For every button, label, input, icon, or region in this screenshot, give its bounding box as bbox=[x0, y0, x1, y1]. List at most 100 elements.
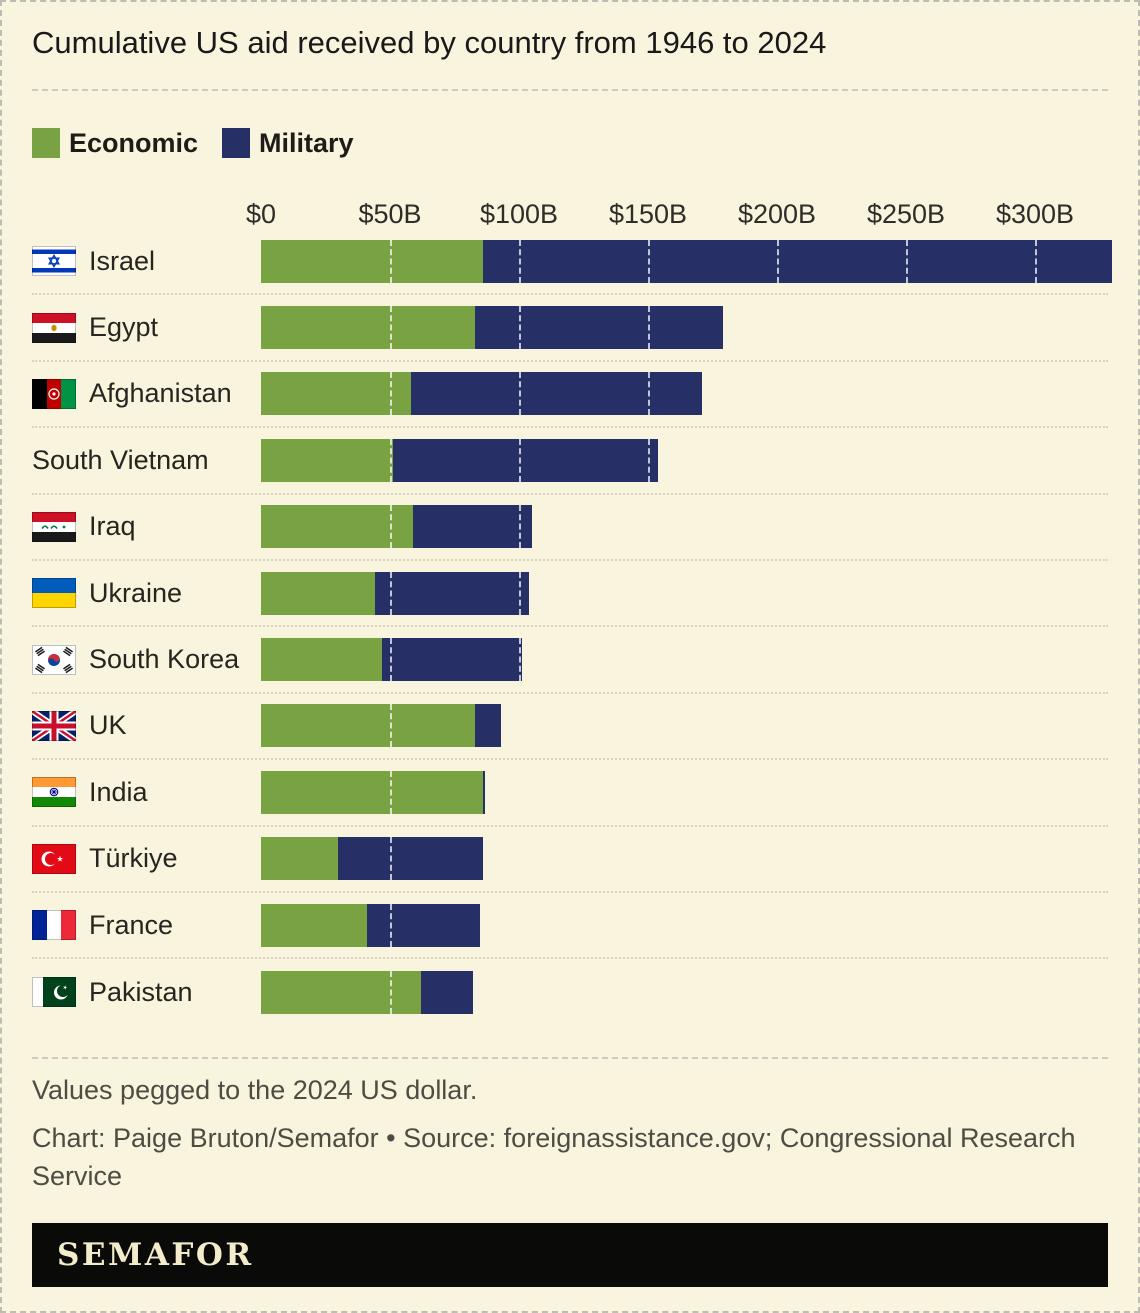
gridline bbox=[1035, 239, 1037, 283]
stacked-bar[interactable] bbox=[261, 372, 703, 416]
bar-segment-economic[interactable] bbox=[261, 306, 476, 350]
credit-line: Chart: Paige Bruton/Semafor • Source: fo… bbox=[32, 1122, 1076, 1191]
stacked-bar[interactable] bbox=[261, 837, 483, 881]
bar-track bbox=[261, 306, 1108, 350]
stacked-bar[interactable] bbox=[261, 704, 501, 748]
ukraine-flag-icon bbox=[32, 578, 76, 609]
bar-track bbox=[261, 704, 1108, 748]
gridline bbox=[519, 306, 521, 350]
gridline bbox=[906, 239, 908, 283]
turkiye-flag-icon bbox=[32, 843, 76, 874]
bar-segment-military[interactable] bbox=[366, 903, 481, 947]
gridline bbox=[390, 239, 392, 283]
uk-flag-icon bbox=[32, 710, 76, 741]
row-label-cell: UK bbox=[32, 710, 261, 741]
bar-track bbox=[261, 903, 1108, 947]
stacked-bar[interactable] bbox=[261, 505, 532, 549]
country-row: Israel bbox=[32, 229, 1113, 296]
row-label-cell: Türkiye bbox=[32, 843, 261, 874]
gridline bbox=[390, 770, 392, 814]
gridline bbox=[390, 372, 392, 416]
gridline bbox=[648, 306, 650, 350]
bar-segment-military[interactable] bbox=[475, 306, 723, 350]
bar-segment-economic[interactable] bbox=[261, 837, 339, 881]
bar-segment-military[interactable] bbox=[475, 704, 501, 748]
bar-segment-economic[interactable] bbox=[261, 571, 375, 615]
gridline bbox=[390, 571, 392, 615]
gridline bbox=[390, 638, 392, 682]
stacked-bar[interactable] bbox=[261, 903, 481, 947]
bar-track bbox=[261, 239, 1113, 283]
country-row: South Vietnam bbox=[32, 428, 1108, 495]
row-label-cell: France bbox=[32, 910, 261, 941]
semafor-logo-bar: SEMAFOR bbox=[32, 1222, 1108, 1287]
bar-segment-military[interactable] bbox=[410, 372, 703, 416]
india-flag-icon bbox=[32, 777, 76, 808]
bar-chart-rows: Israel Egypt Afghanistan South Vietnam Iraq U… bbox=[32, 229, 1113, 1026]
bar-segment-economic[interactable] bbox=[261, 372, 411, 416]
divider-bottom bbox=[32, 1056, 1108, 1059]
row-label-cell: South Vietnam bbox=[32, 445, 261, 476]
bar-track bbox=[261, 970, 1108, 1014]
country-name: France bbox=[89, 909, 174, 940]
legend-swatch-economic bbox=[32, 128, 60, 158]
bar-segment-economic[interactable] bbox=[261, 638, 383, 682]
stacked-bar[interactable] bbox=[261, 638, 522, 682]
bar-segment-economic[interactable] bbox=[261, 239, 483, 283]
stacked-bar[interactable] bbox=[261, 438, 659, 482]
bar-segment-military[interactable] bbox=[482, 770, 486, 814]
pakistan-flag-icon bbox=[32, 977, 76, 1008]
country-name: Türkiye bbox=[89, 843, 178, 874]
gridline bbox=[390, 704, 392, 748]
bar-segment-military[interactable] bbox=[374, 571, 530, 615]
bar-segment-economic[interactable] bbox=[261, 704, 476, 748]
divider-top bbox=[32, 89, 1108, 91]
country-row: Egypt bbox=[32, 295, 1108, 362]
row-label-cell: Egypt bbox=[32, 312, 261, 343]
country-row: India bbox=[32, 760, 1108, 827]
axis-tick-label: $50B bbox=[358, 199, 422, 229]
gridline bbox=[390, 505, 392, 549]
axis-tick-label: $100B bbox=[479, 199, 559, 229]
x-axis: $0 $50B $100B $150B $200B $250B $300B bbox=[246, 199, 1108, 229]
bar-segment-economic[interactable] bbox=[261, 438, 393, 482]
country-name: Ukraine bbox=[89, 577, 183, 608]
country-row: UK bbox=[32, 694, 1108, 761]
afghanistan-flag-icon bbox=[32, 378, 76, 409]
axis-tick-label: $150B bbox=[608, 199, 688, 229]
south-korea-flag-icon bbox=[32, 644, 76, 675]
stacked-bar[interactable] bbox=[261, 571, 530, 615]
axis-tick-label: $0 bbox=[245, 199, 277, 229]
bar-segment-economic[interactable] bbox=[261, 770, 483, 814]
bar-segment-economic[interactable] bbox=[261, 505, 414, 549]
bar-segment-military[interactable] bbox=[413, 505, 532, 549]
bar-segment-military[interactable] bbox=[482, 239, 1113, 283]
bar-segment-economic[interactable] bbox=[261, 903, 367, 947]
stacked-bar[interactable] bbox=[261, 970, 473, 1014]
axis-tick-label: $250B bbox=[866, 199, 946, 229]
legend-item-economic: Economic bbox=[32, 128, 198, 159]
row-label-cell: Afghanistan bbox=[32, 378, 261, 409]
bar-segment-military[interactable] bbox=[392, 438, 659, 482]
country-row: Afghanistan bbox=[32, 362, 1108, 429]
gridline bbox=[519, 571, 521, 615]
stacked-bar[interactable] bbox=[261, 306, 723, 350]
bar-segment-military[interactable] bbox=[338, 837, 483, 881]
gridline bbox=[648, 438, 650, 482]
bar-segment-economic[interactable] bbox=[261, 970, 421, 1014]
stacked-bar[interactable] bbox=[261, 770, 486, 814]
country-name: Afghanistan bbox=[89, 378, 232, 409]
gridline bbox=[777, 239, 779, 283]
stacked-bar[interactable] bbox=[261, 239, 1113, 283]
country-name: UK bbox=[89, 710, 127, 741]
row-label-cell: Israel bbox=[32, 246, 261, 277]
row-label-cell: South Korea bbox=[32, 644, 261, 675]
bar-segment-military[interactable] bbox=[382, 638, 522, 682]
legend-swatch-military bbox=[222, 128, 251, 158]
gridline bbox=[519, 239, 521, 283]
country-row: Türkiye bbox=[32, 827, 1108, 893]
gridline bbox=[390, 837, 392, 881]
chart-title: Cumulative US aid received by country fr… bbox=[32, 25, 827, 60]
bar-segment-military[interactable] bbox=[420, 970, 473, 1014]
